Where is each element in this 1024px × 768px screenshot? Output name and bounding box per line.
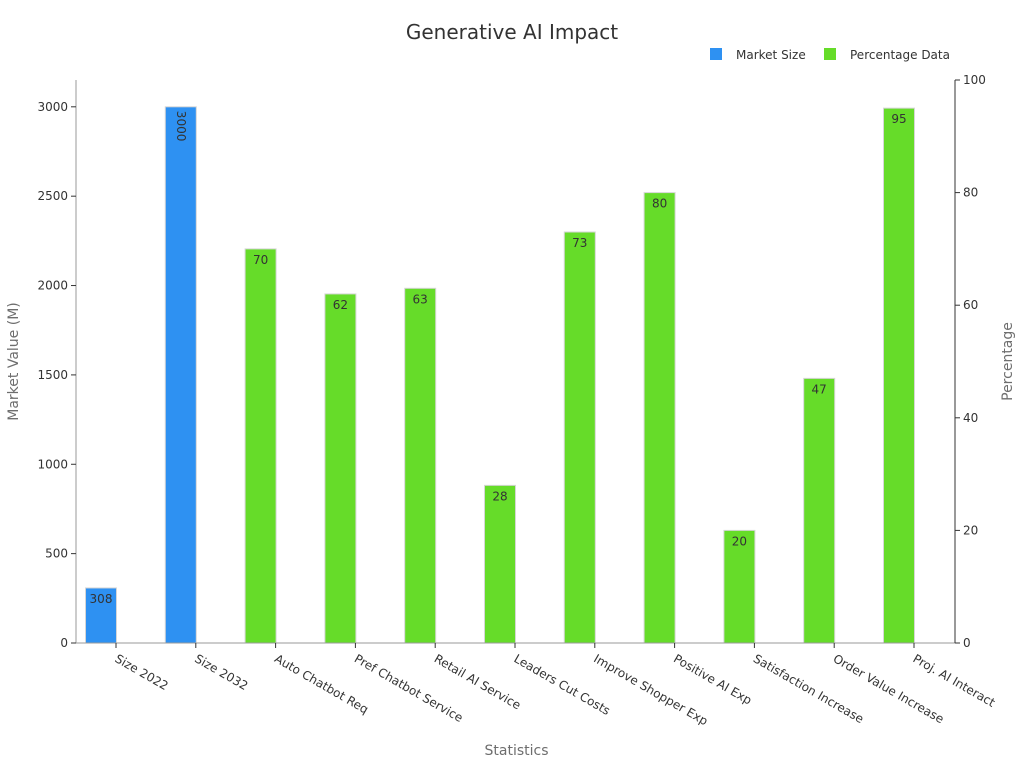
x-tick-label: Size 2032 (192, 651, 250, 693)
x-tick-label: Size 2022 (113, 651, 171, 693)
data-label: 80 (652, 197, 667, 211)
bar-proj-ai-interact (883, 107, 915, 644)
bar-pref-chatbot-service (324, 293, 357, 644)
x-tick-label: Positive AI Exp (671, 651, 754, 707)
y-tick-label-right: 40 (963, 411, 978, 425)
data-label: 70 (253, 253, 268, 267)
labels-layer: 308 3000 70 62 63 28 73 80 20 47 95 (90, 111, 907, 606)
bar-improve-shopper-exp (563, 231, 596, 644)
y-tick-label-left: 0 (60, 636, 68, 650)
legend-swatch (710, 48, 722, 60)
y-tick-label-left: 500 (45, 547, 68, 561)
data-label: 47 (812, 382, 827, 396)
y-tick-label-right: 80 (963, 186, 978, 200)
bar-size-2032 (164, 106, 197, 644)
y-tick-label-left: 3000 (37, 100, 68, 114)
y-tick-label-left: 2500 (37, 189, 68, 203)
y-tick-label-left: 1000 (37, 457, 68, 471)
y-tick-label-right: 0 (963, 636, 971, 650)
axes-layer: 0 500 1000 1500 2000 2500 3000 0 20 40 60 80 100 Size… (6, 73, 1016, 759)
bar-retail-ai-service (404, 287, 437, 644)
y-axis-title-left: Market Value (M) (6, 302, 22, 420)
legend-item-label: Market Size (736, 48, 806, 62)
y-tick-label-right: 60 (963, 298, 978, 312)
bar-positive-ai-exp (643, 192, 676, 644)
bar-leaders-cut-costs (484, 484, 516, 644)
data-label: 95 (891, 112, 906, 126)
data-label: 63 (413, 292, 428, 306)
y-tick-label-right: 20 (963, 523, 978, 537)
y-tick-label-right: 100 (963, 73, 986, 87)
bar-satisfaction-increase (723, 529, 756, 644)
bar-size-2022 (85, 587, 117, 644)
data-label: 73 (572, 236, 587, 250)
bar-auto-chatbot-req (244, 248, 277, 644)
data-label: 308 (90, 592, 113, 606)
data-label: 20 (732, 534, 747, 548)
x-axis-title: Statistics (485, 743, 549, 759)
data-label: 62 (333, 298, 348, 312)
data-label: 28 (492, 489, 507, 503)
chart-title: Generative AI Impact (405, 20, 619, 44)
y-tick-label-left: 1500 (37, 368, 68, 382)
chart-legend: Market Size Percentage Data (710, 48, 950, 62)
y-tick-label-left: 2000 (37, 279, 68, 293)
legend-swatch (824, 48, 836, 60)
data-label: 3000 (174, 111, 188, 142)
legend-item-label: Percentage Data (850, 48, 950, 62)
y-axis-title-right: Percentage (1000, 322, 1016, 401)
bar-order-value-increase (803, 377, 836, 644)
bars-layer (85, 106, 915, 644)
